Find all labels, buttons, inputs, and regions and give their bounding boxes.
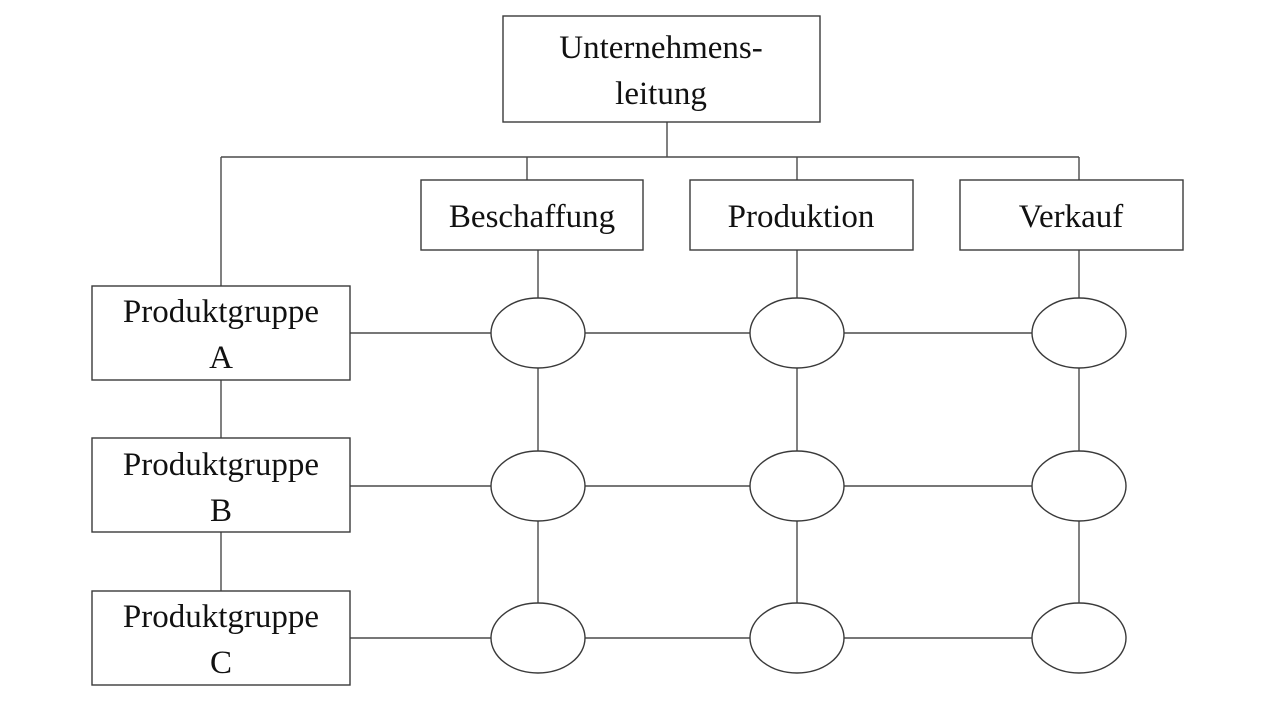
function-label-verkauf: Verkauf (1019, 199, 1123, 235)
function-label-beschaffung: Beschaffung (449, 199, 615, 235)
function-label-produktion: Produktion (728, 199, 875, 235)
node-group-b-verkauf (1031, 450, 1127, 522)
product-group-c-label-line2: C (210, 645, 232, 681)
node-group-c-verkauf (1031, 602, 1127, 674)
top-management-label-line1: Unternehmens- (559, 30, 762, 66)
function-box-beschaffung: Beschaffung (420, 179, 644, 251)
product-group-c-label-line1: Produktgruppe (123, 599, 319, 635)
node-group-a-verkauf (1031, 297, 1127, 369)
product-group-box-a: Produktgruppe A (91, 285, 351, 381)
node-group-a-beschaffung (490, 297, 586, 369)
product-group-b-label-line2: B (210, 493, 232, 529)
top-management-box: Unternehmens- leitung (502, 15, 821, 123)
product-group-a-label-line1: Produktgruppe (123, 294, 319, 330)
top-management-label-line2: leitung (615, 76, 707, 112)
node-group-a-produktion (749, 297, 845, 369)
function-box-verkauf: Verkauf (959, 179, 1184, 251)
product-group-box-c: Produktgruppe C (91, 590, 351, 686)
node-group-b-beschaffung (490, 450, 586, 522)
function-box-produktion: Produktion (689, 179, 914, 251)
node-group-c-beschaffung (490, 602, 586, 674)
node-group-c-produktion (749, 602, 845, 674)
node-group-b-produktion (749, 450, 845, 522)
product-group-b-label-line1: Produktgruppe (123, 447, 319, 483)
intersection-nodes (490, 297, 1127, 674)
product-group-a-label-line2: A (209, 340, 233, 376)
product-group-box-b: Produktgruppe B (91, 437, 351, 533)
